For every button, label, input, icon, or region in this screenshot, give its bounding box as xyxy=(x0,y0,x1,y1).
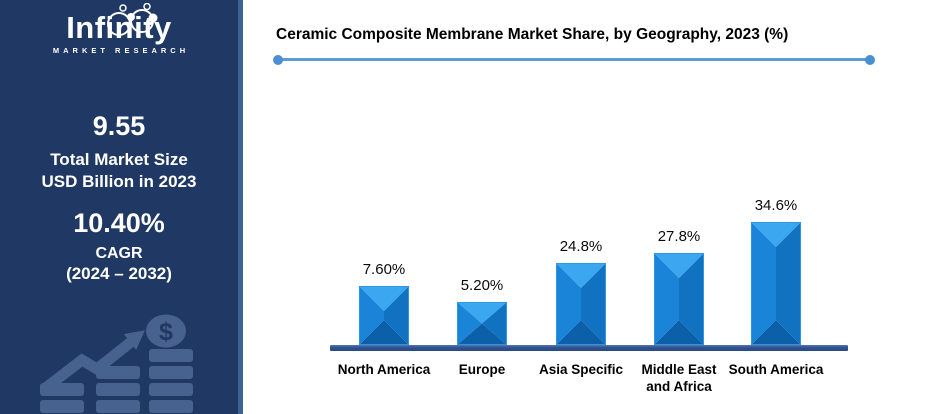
value-label-asia-specific: 24.8% xyxy=(559,238,603,255)
company-logo: Infinity MARKET RESEARCH xyxy=(0,3,238,55)
category-label-europe: Europe xyxy=(458,362,506,377)
chart-panel: Ceramic Composite Membrane Market Share,… xyxy=(243,0,945,414)
sidebar-edge-strip xyxy=(238,0,243,414)
chart-title: Ceramic Composite Membrane Market Share,… xyxy=(276,26,789,43)
divider-dot-right xyxy=(865,55,875,65)
value-label-south-america: 34.6% xyxy=(754,197,798,214)
cagr-period: (2024 – 2032) xyxy=(66,264,172,283)
value-label-north-america: 7.60% xyxy=(362,261,406,278)
bar-north-america xyxy=(359,286,409,345)
x-axis-line xyxy=(330,345,848,351)
bar-asia-specific xyxy=(556,263,606,345)
category-label-middle-east-and-africa: Middle East and Africa xyxy=(641,362,717,394)
dollar-sign-icon: $ xyxy=(159,318,173,346)
divider-dot-left xyxy=(273,55,283,65)
arrow-up-icon xyxy=(123,330,145,350)
market-size-label-line2: USD Billion in 2023 xyxy=(41,172,197,191)
category-label-south-america: South America xyxy=(728,362,824,377)
growth-chart-watermark-icon: $ xyxy=(39,314,193,413)
market-size-value: 9.55 xyxy=(92,111,146,141)
sidebar: Infinity MARKET RESEARCH 9.55 Total Mark… xyxy=(0,0,238,414)
infinity-logo-icon xyxy=(107,3,158,36)
divider-line xyxy=(277,58,871,61)
category-label-asia-specific: Asia Specific xyxy=(538,362,624,377)
market-size-label-line1: Total Market Size xyxy=(50,150,188,169)
title-divider xyxy=(273,55,875,65)
cagr-label: CAGR xyxy=(95,245,143,262)
logo-tagline: MARKET RESEARCH xyxy=(52,45,190,55)
value-label-europe: 5.20% xyxy=(460,277,504,294)
category-label-north-america: North America xyxy=(337,362,431,377)
bar-chart: 7.60% North America 5.20% Europe 24.8% Asia S… xyxy=(243,0,945,414)
bar-south-america xyxy=(751,222,801,345)
bar-europe xyxy=(457,302,507,345)
cagr-value: 10.40% xyxy=(73,208,165,238)
value-label-middle-east-and-africa: 27.8% xyxy=(657,228,701,245)
bar-middle-east-and-africa xyxy=(654,253,704,345)
